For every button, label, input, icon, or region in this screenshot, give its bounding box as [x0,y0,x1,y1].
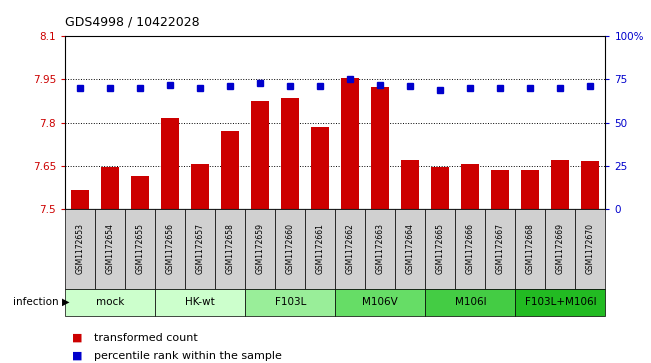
Bar [245,289,335,316]
Text: GSM1172663: GSM1172663 [376,223,385,274]
Bar [65,289,155,316]
Bar [516,289,605,316]
Bar [251,101,270,209]
Bar [221,131,239,209]
Text: mock: mock [96,297,124,307]
Bar [551,160,570,209]
Text: GSM1172657: GSM1172657 [196,223,204,274]
Bar [155,289,245,316]
Bar [432,167,449,209]
Bar [281,98,299,209]
Text: ■: ■ [72,351,86,361]
Text: GSM1172664: GSM1172664 [406,223,415,274]
Text: GSM1172669: GSM1172669 [556,223,565,274]
Bar [395,209,425,289]
Bar [546,209,575,289]
Text: GSM1172659: GSM1172659 [256,223,265,274]
Bar [191,164,209,209]
Bar [486,209,516,289]
Bar [492,170,509,209]
Bar [71,190,89,209]
Text: ■: ■ [72,333,86,343]
Bar [462,164,479,209]
Bar [215,209,245,289]
Text: transformed count: transformed count [94,333,198,343]
Text: GSM1172658: GSM1172658 [226,223,235,274]
Text: GSM1172660: GSM1172660 [286,223,295,274]
Bar [185,209,215,289]
Text: M106I: M106I [454,297,486,307]
Text: HK-wt: HK-wt [186,297,215,307]
Bar [455,209,486,289]
Text: GSM1172655: GSM1172655 [135,223,145,274]
Bar [65,209,95,289]
Text: percentile rank within the sample: percentile rank within the sample [94,351,283,361]
Text: GSM1172668: GSM1172668 [526,223,535,274]
Bar [95,209,125,289]
Text: GSM1172653: GSM1172653 [76,223,85,274]
Bar [581,161,600,209]
Text: GSM1172661: GSM1172661 [316,223,325,274]
Bar [131,176,149,209]
Text: GSM1172662: GSM1172662 [346,223,355,274]
Text: infection: infection [13,297,62,307]
Bar [371,87,389,209]
Bar [425,289,516,316]
Text: ▶: ▶ [62,297,70,307]
Bar [365,209,395,289]
Bar [161,118,179,209]
Text: F103L: F103L [275,297,306,307]
Bar [311,127,329,209]
Bar [401,160,419,209]
Text: GDS4998 / 10422028: GDS4998 / 10422028 [65,15,200,28]
Bar [155,209,185,289]
Bar [101,167,119,209]
Text: GSM1172667: GSM1172667 [496,223,505,274]
Bar [245,209,275,289]
Bar [125,209,155,289]
Text: M106V: M106V [363,297,398,307]
Bar [425,209,455,289]
Bar [575,209,605,289]
Text: GSM1172654: GSM1172654 [105,223,115,274]
Text: F103L+M106I: F103L+M106I [525,297,596,307]
Bar [305,209,335,289]
Text: GSM1172656: GSM1172656 [165,223,174,274]
Text: GSM1172666: GSM1172666 [466,223,475,274]
Text: GSM1172665: GSM1172665 [436,223,445,274]
Bar [275,209,305,289]
Bar [335,289,425,316]
Bar [521,170,540,209]
Bar [335,209,365,289]
Bar [341,78,359,209]
Bar [516,209,546,289]
Text: GSM1172670: GSM1172670 [586,223,595,274]
